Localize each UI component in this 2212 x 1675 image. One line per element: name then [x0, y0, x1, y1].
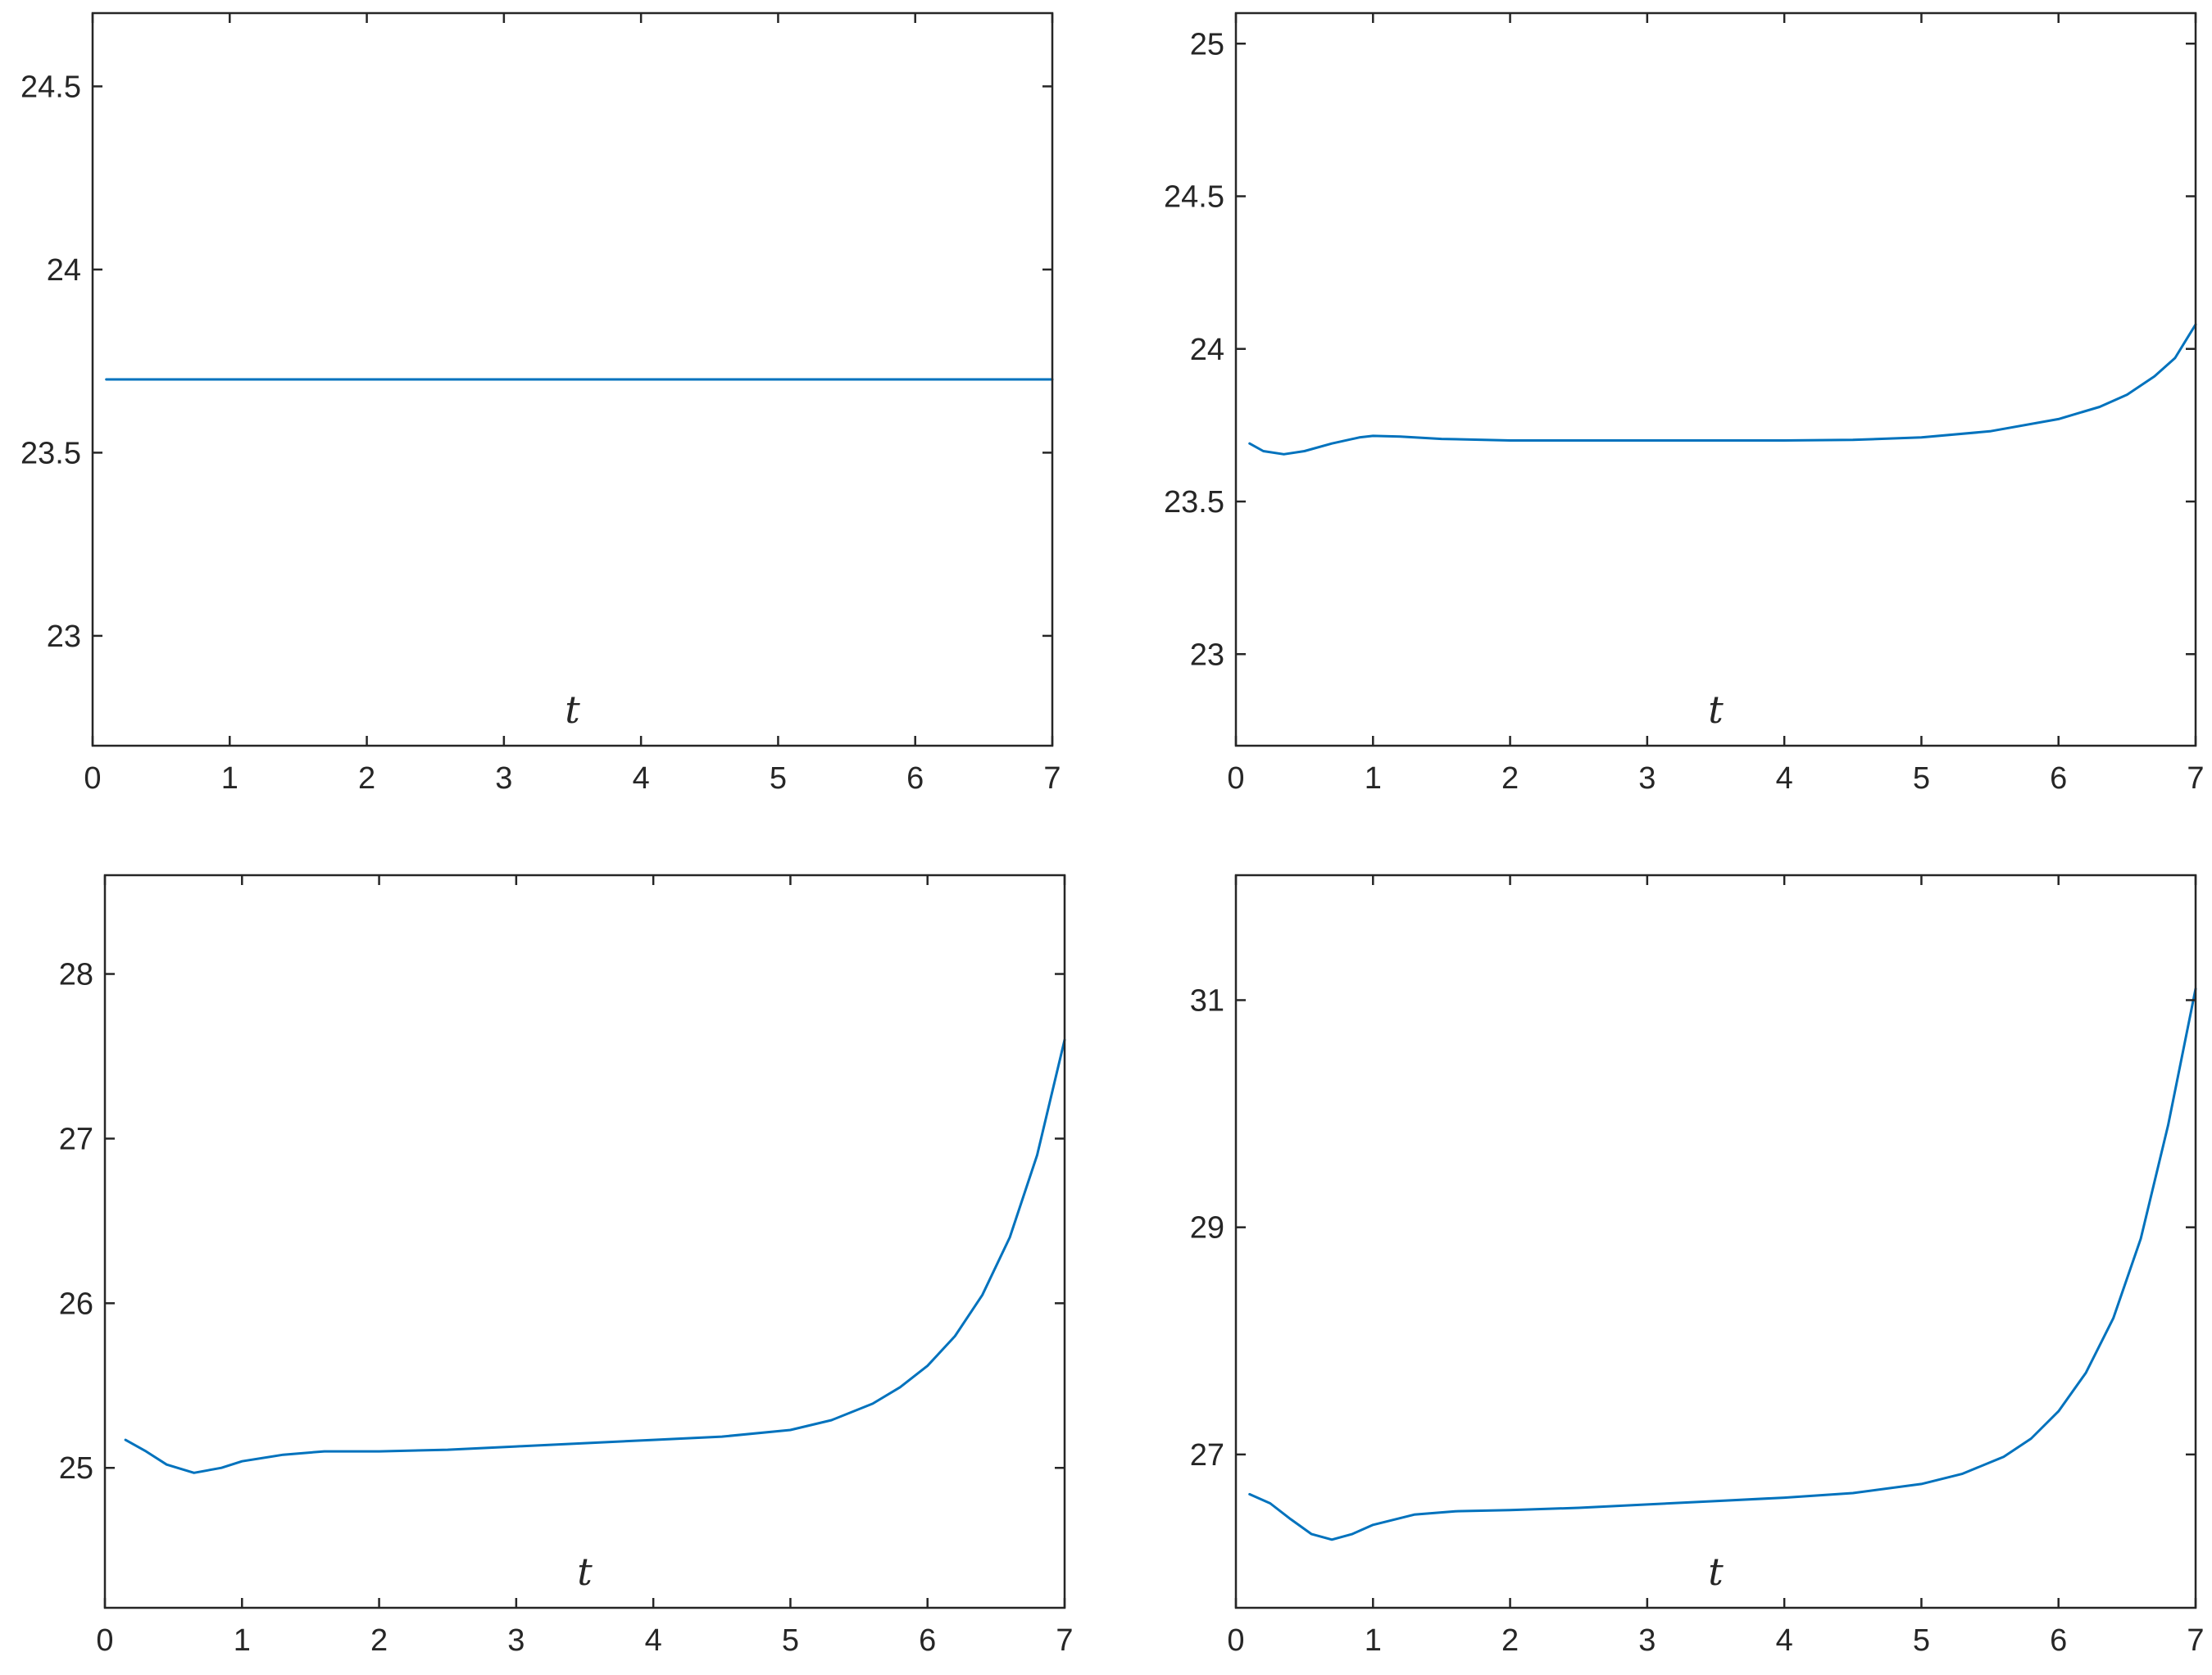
x-tick-label: 0	[84, 761, 101, 796]
axes-frame	[91, 11, 1054, 747]
subplot-bottom-left: 0 1 2 3 4 5 6 7 25 26 27 28 t	[59, 874, 1074, 1658]
y-tick-label: 23.5	[20, 436, 81, 470]
x-tick-label: 2	[370, 1623, 388, 1658]
x-tick-label: 1	[234, 1623, 251, 1658]
x-tick-label: 5	[1913, 761, 1930, 796]
axes-frame	[1234, 11, 2197, 747]
axes-frame	[1234, 874, 2197, 1609]
series-line-0	[1248, 987, 2197, 1541]
y-tick-label: 29	[1190, 1211, 1224, 1246]
x-tick-label: 6	[906, 761, 924, 796]
y-tick-label: 25	[1190, 27, 1224, 61]
series-line-0	[1248, 323, 2197, 456]
axes-frame	[103, 874, 1066, 1609]
x-axis-label: t	[1708, 1550, 1724, 1594]
x-axis-label: t	[1708, 688, 1724, 732]
x-tick-label: 0	[96, 1623, 113, 1658]
x-tick-label: 7	[1043, 761, 1061, 796]
x-tick-label: 6	[2050, 1623, 2067, 1658]
x-tick-label: 7	[1056, 1623, 1073, 1658]
x-tick-label: 3	[495, 761, 512, 796]
y-tick-label: 27	[1190, 1438, 1224, 1473]
y-tick-label: 31	[1190, 983, 1224, 1018]
y-tick-label: 24	[47, 253, 81, 288]
x-tick-label: 1	[1365, 761, 1382, 796]
y-tick-label: 28	[59, 958, 93, 992]
y-tick-label: 24.5	[1164, 180, 1224, 215]
y-tick-label: 23	[47, 620, 81, 654]
x-tick-label: 4	[633, 761, 650, 796]
x-tick-label: 4	[1776, 761, 1793, 796]
x-tick-label: 2	[1501, 761, 1519, 796]
x-tick-label: 4	[1776, 1623, 1793, 1658]
x-axis-label: t	[565, 688, 580, 732]
x-tick-label: 6	[2050, 761, 2067, 796]
x-tick-label: 5	[770, 761, 787, 796]
y-tick-label: 24	[1190, 333, 1224, 367]
x-tick-label: 0	[1227, 761, 1244, 796]
y-tick-label: 23	[1190, 638, 1224, 672]
x-tick-label: 5	[782, 1623, 799, 1658]
x-tick-label: 3	[1638, 761, 1656, 796]
x-tick-label: 1	[221, 761, 238, 796]
y-tick-label: 23.5	[1164, 485, 1224, 520]
x-tick-label: 2	[358, 761, 375, 796]
x-tick-label: 1	[1365, 1623, 1382, 1658]
x-tick-label: 3	[1638, 1623, 1656, 1658]
x-tick-label: 5	[1913, 1623, 1930, 1658]
x-axis-label: t	[577, 1550, 593, 1594]
x-tick-label: 4	[645, 1623, 662, 1658]
series-line-0	[124, 1038, 1066, 1474]
x-tick-label: 6	[919, 1623, 936, 1658]
y-tick-label: 27	[59, 1122, 93, 1156]
x-tick-label: 2	[1501, 1623, 1519, 1658]
subplot-bottom-right: 0 1 2 3 4 5 6 7 27 29 31 t	[1190, 874, 2205, 1658]
y-tick-label: 25	[59, 1451, 93, 1486]
x-tick-label: 3	[507, 1623, 525, 1658]
y-tick-label: 24.5	[20, 70, 81, 104]
x-tick-label: 7	[2187, 1623, 2204, 1658]
x-tick-label: 7	[2187, 761, 2204, 796]
y-tick-label: 26	[59, 1287, 93, 1321]
x-tick-label: 0	[1227, 1623, 1244, 1658]
